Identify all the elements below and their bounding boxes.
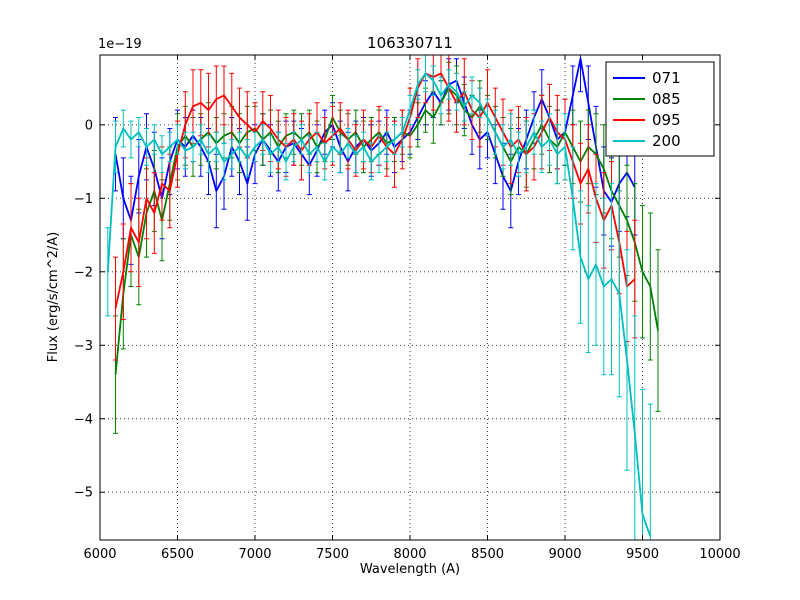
svg-text:7000: 7000 — [238, 547, 271, 562]
y-axis-offset-label: 1e−19 — [98, 37, 142, 52]
svg-text:−5: −5 — [74, 486, 93, 501]
y-axis-label: Flux (erg/s/cm^2/A) — [46, 232, 61, 362]
svg-text:−1: −1 — [74, 192, 93, 207]
svg-text:0: 0 — [85, 118, 93, 133]
svg-text:6500: 6500 — [161, 547, 194, 562]
svg-text:−4: −4 — [74, 412, 93, 427]
svg-text:6000: 6000 — [83, 547, 116, 562]
svg-text:8000: 8000 — [393, 547, 426, 562]
svg-text:071: 071 — [652, 69, 681, 87]
x-axis-label: Wavelength (A) — [360, 562, 460, 577]
svg-text:200: 200 — [652, 132, 681, 150]
svg-text:−3: −3 — [74, 339, 93, 354]
svg-text:9000: 9000 — [548, 547, 581, 562]
svg-text:−2: −2 — [74, 265, 93, 280]
svg-text:085: 085 — [652, 90, 681, 108]
svg-text:8500: 8500 — [471, 547, 504, 562]
svg-text:095: 095 — [652, 111, 681, 129]
svg-text:9500: 9500 — [626, 547, 659, 562]
chart-title: 106330711 — [367, 34, 453, 52]
plot-layer: 6000 6500 7000 7500 8000 8500 9000 9500 10000 0 −1… — [74, 54, 741, 562]
svg-text:10000: 10000 — [699, 547, 740, 562]
svg-text:7500: 7500 — [316, 547, 349, 562]
